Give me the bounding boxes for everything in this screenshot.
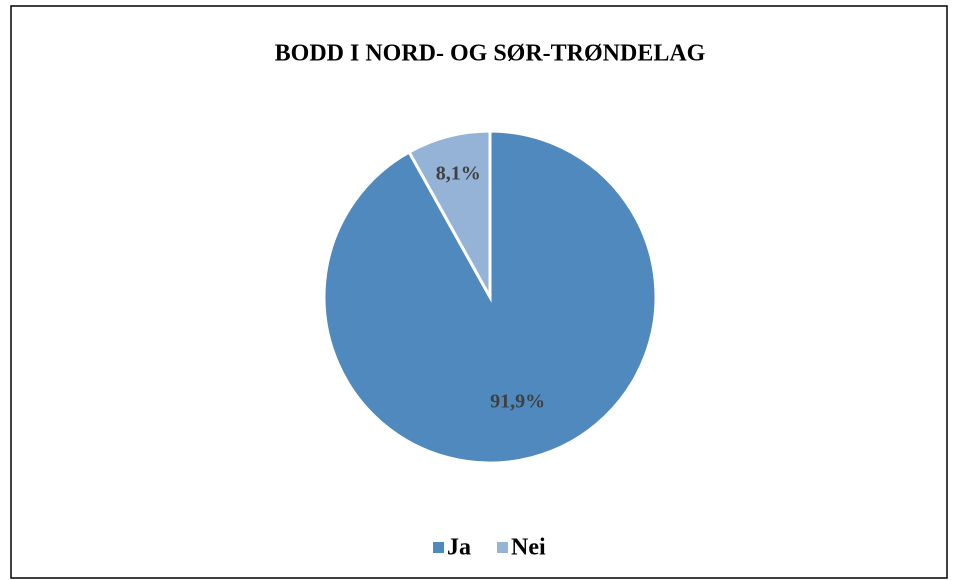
legend-swatch <box>497 542 508 553</box>
data-label: 8,1% <box>436 162 481 184</box>
legend-label: Ja <box>447 535 471 561</box>
legend-label: Nei <box>511 535 546 561</box>
legend-swatch <box>433 542 444 553</box>
pie-slice <box>407 129 492 303</box>
data-label: 91,9% <box>490 391 545 413</box>
chart-title: BODD I NORD- OG SØR-TRØNDELAG <box>275 41 706 67</box>
